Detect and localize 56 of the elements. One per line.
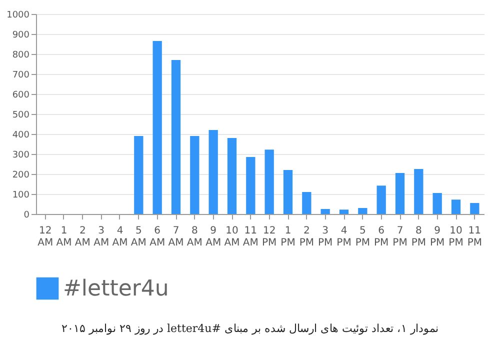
x-tick-label: 11 AM (242, 226, 258, 248)
bar (302, 192, 312, 214)
y-tick-label: 100 (12, 190, 30, 200)
x-tick-label: 5 AM (130, 226, 146, 248)
x-tick-label: 5 PM (355, 226, 370, 248)
bar (152, 41, 162, 214)
x-tick-label: 4 AM (112, 226, 128, 248)
bar (414, 169, 424, 214)
bar (339, 210, 349, 214)
y-tick-label: 200 (12, 170, 30, 180)
bar (395, 173, 405, 214)
y-tick-label: 900 (12, 30, 30, 40)
bar (283, 170, 293, 214)
x-tick-label: 8 AM (186, 226, 202, 248)
y-tick-label: 0 (24, 210, 30, 220)
x-tick-label: 7 PM (392, 226, 408, 248)
bar (432, 193, 442, 214)
bar (358, 208, 368, 214)
x-tick-label: 8 PM (411, 226, 426, 248)
x-tick-label: 10 PM (448, 226, 464, 248)
bar (171, 60, 181, 214)
y-tick-label: 500 (12, 110, 30, 120)
x-tick-label: 9 PM (430, 226, 445, 248)
x-tick-label: 12 AM (38, 226, 54, 248)
x-tick-label: 3 PM (318, 226, 333, 248)
x-tick-label: 9 AM (206, 226, 222, 248)
bar (264, 150, 274, 214)
y-tick-label: 700 (12, 70, 30, 80)
bar (320, 209, 330, 214)
x-tick-label: 4 PM (336, 226, 352, 248)
bar (190, 136, 200, 214)
x-tick-label: 6 AM (150, 226, 166, 248)
bar (227, 138, 237, 214)
bar (470, 203, 480, 214)
x-tick-label: 6 PM (374, 226, 389, 248)
bar (208, 130, 218, 214)
x-tick-label: 3 AM (94, 226, 110, 248)
x-tick-label: 1 AM (56, 226, 72, 248)
x-tick-label: 10 AM (224, 226, 240, 248)
y-tick-label: 300 (12, 150, 30, 160)
x-tick-label: 12 PM (262, 226, 277, 248)
y-tick-label: 800 (12, 50, 30, 60)
bar (451, 200, 461, 214)
x-tick-label: 1 PM (280, 226, 296, 248)
x-tick-label: 2 AM (74, 226, 90, 248)
text: نمودار ۱، تعداد توئیت های ارسال شده بر مبنای #letter4u در روز ۲۹ نوامبر ۲۰۱۵ (60, 322, 440, 335)
bar (134, 136, 144, 214)
x-tick-label: 7 AM (168, 226, 184, 248)
x-tick-label: 2 PM (299, 226, 314, 248)
bar (376, 186, 386, 214)
bar (246, 157, 256, 214)
y-tick-label: 600 (12, 90, 30, 100)
y-tick-label: 1000 (6, 10, 30, 20)
legend-label: #letter4u (63, 276, 169, 302)
x-tick-label: 11 PM (467, 226, 482, 248)
y-tick-label: 400 (12, 130, 30, 140)
